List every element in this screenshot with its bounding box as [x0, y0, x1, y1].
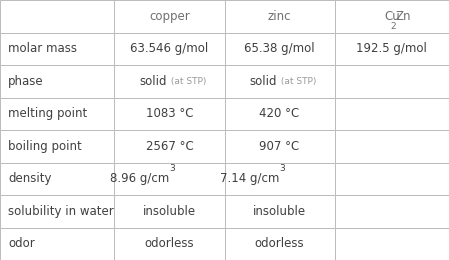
Bar	[335, 228, 449, 260]
Text: insoluble: insoluble	[253, 205, 306, 218]
Bar	[0, 98, 114, 130]
Text: 8.96 g/cm: 8.96 g/cm	[110, 172, 170, 185]
Text: insoluble: insoluble	[143, 205, 196, 218]
Bar	[114, 130, 224, 162]
Bar	[0, 32, 114, 65]
Text: density: density	[8, 172, 52, 185]
Text: 2: 2	[390, 22, 396, 31]
Bar	[114, 0, 224, 32]
Text: odor: odor	[8, 237, 35, 250]
Bar	[0, 228, 114, 260]
Text: 65.38 g/mol: 65.38 g/mol	[244, 42, 315, 55]
Text: Cu: Cu	[385, 10, 401, 23]
Text: odorless: odorless	[255, 237, 304, 250]
Bar	[224, 130, 335, 162]
Bar	[0, 195, 114, 228]
Bar	[224, 0, 335, 32]
Bar	[224, 162, 335, 195]
Bar	[114, 195, 224, 228]
Text: copper: copper	[149, 10, 190, 23]
Text: Zn: Zn	[395, 10, 411, 23]
Bar	[0, 130, 114, 162]
Bar	[224, 228, 335, 260]
Text: solubility in water: solubility in water	[8, 205, 114, 218]
Text: 192.5 g/mol: 192.5 g/mol	[357, 42, 427, 55]
Text: 2567 °C: 2567 °C	[145, 140, 194, 153]
Bar	[0, 65, 114, 98]
Bar	[114, 32, 224, 65]
Bar	[335, 65, 449, 98]
Bar	[114, 65, 224, 98]
Text: 63.546 g/mol: 63.546 g/mol	[130, 42, 209, 55]
Bar	[224, 32, 335, 65]
Text: solid: solid	[250, 75, 277, 88]
Bar	[114, 98, 224, 130]
Bar	[224, 195, 335, 228]
Bar	[335, 195, 449, 228]
Text: 420 °C: 420 °C	[260, 107, 299, 120]
Text: odorless: odorless	[145, 237, 194, 250]
Bar	[0, 162, 114, 195]
Bar	[335, 0, 449, 32]
Bar	[335, 98, 449, 130]
Text: 3: 3	[170, 164, 175, 173]
Bar	[224, 65, 335, 98]
Text: melting point: melting point	[8, 107, 88, 120]
Text: zinc: zinc	[268, 10, 291, 23]
Text: 7.14 g/cm: 7.14 g/cm	[220, 172, 279, 185]
Bar	[114, 228, 224, 260]
Text: (at STP): (at STP)	[168, 77, 207, 86]
Bar	[335, 32, 449, 65]
Text: solid: solid	[140, 75, 167, 88]
Text: molar mass: molar mass	[8, 42, 77, 55]
Bar	[224, 98, 335, 130]
Text: phase: phase	[8, 75, 44, 88]
Text: 1083 °C: 1083 °C	[146, 107, 193, 120]
Text: boiling point: boiling point	[8, 140, 82, 153]
Bar	[335, 162, 449, 195]
Text: 3: 3	[279, 164, 285, 173]
Text: 907 °C: 907 °C	[260, 140, 299, 153]
Bar	[114, 162, 224, 195]
Bar	[335, 130, 449, 162]
Text: (at STP): (at STP)	[278, 77, 317, 86]
Bar	[0, 0, 114, 32]
